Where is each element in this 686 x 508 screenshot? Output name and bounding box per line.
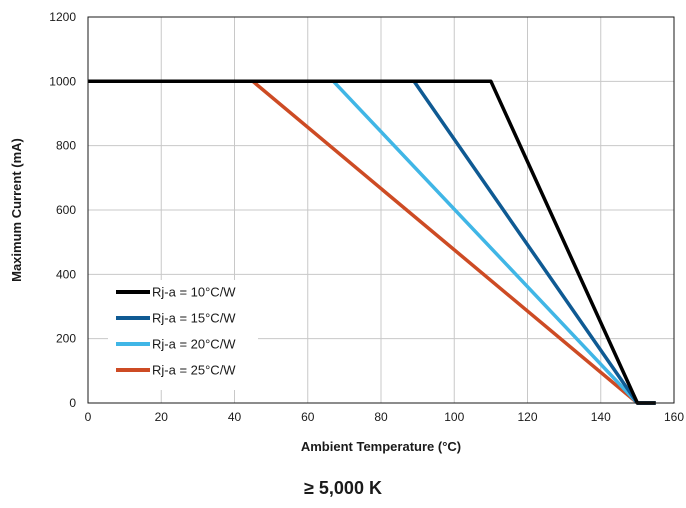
legend: Rj-a = 10°C/W Rj-a = 15°C/W Rj-a = 20°C/W R… bbox=[108, 280, 258, 390]
x-tick-label: 40 bbox=[228, 410, 242, 424]
y-axis-label: Maximum Current (mA) bbox=[9, 138, 24, 282]
y-tick-label: 600 bbox=[56, 203, 76, 217]
y-tick-label: 800 bbox=[56, 139, 76, 153]
y-tick-label: 400 bbox=[56, 267, 76, 281]
x-tick-label: 160 bbox=[664, 410, 684, 424]
x-tick-label: 120 bbox=[517, 410, 537, 424]
x-tick-label: 100 bbox=[444, 410, 464, 424]
y-tick-label: 1200 bbox=[49, 10, 76, 24]
x-tick-label: 60 bbox=[301, 410, 315, 424]
derating-chart: 0 20 40 60 80 100 120 140 160 0 200 400 600 800 1000 12… bbox=[9, 10, 684, 454]
x-tick-label: 20 bbox=[155, 410, 169, 424]
legend-label: Rj-a = 20°C/W bbox=[152, 337, 236, 352]
x-tick-label: 140 bbox=[591, 410, 611, 424]
plot-frame bbox=[87, 16, 675, 404]
x-tick-label: 0 bbox=[85, 410, 92, 424]
tick-labels: 0 20 40 60 80 100 120 140 160 0 200 400 600 800 1000 12… bbox=[49, 10, 684, 424]
legend-label: Rj-a = 10°C/W bbox=[152, 285, 236, 300]
y-tick-label: 200 bbox=[56, 332, 76, 346]
legend-label: Rj-a = 25°C/W bbox=[152, 363, 236, 378]
x-tick-label: 80 bbox=[374, 410, 388, 424]
x-axis-label: Ambient Temperature (°C) bbox=[301, 439, 461, 454]
y-tick-label: 1000 bbox=[49, 74, 76, 88]
caption: ≥ 5,000 K bbox=[304, 478, 382, 498]
legend-label: Rj-a = 15°C/W bbox=[152, 311, 236, 326]
y-tick-label: 0 bbox=[69, 396, 76, 410]
